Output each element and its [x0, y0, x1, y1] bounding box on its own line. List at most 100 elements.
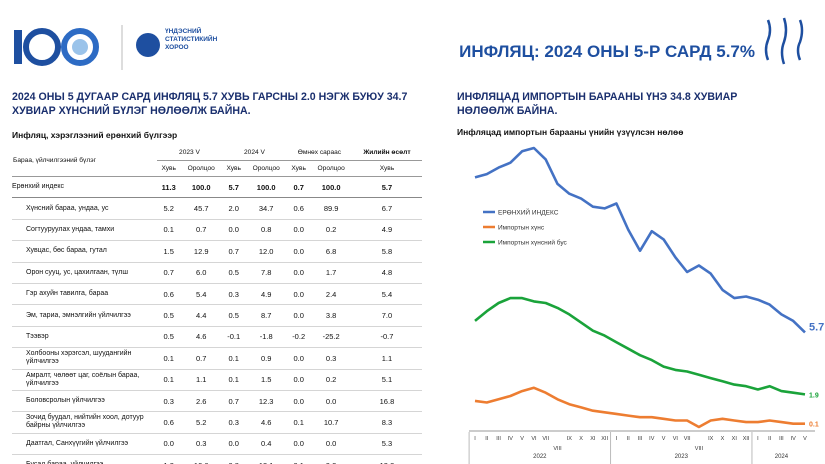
legend-label: ЕРӨНХИЙ ИНДЕКС: [498, 208, 559, 217]
table-row: Даатгал, Санхүүгийн үйлчилгээ 0.0 0.3 0.0 0.…: [12, 433, 422, 456]
row-label: Согтууруулах ундаа, тамхи: [12, 219, 157, 242]
cell: 1.1: [351, 347, 422, 370]
table-row: Тээвэр 0.5 4.6 -0.1 -1.8 -0.2 -25.2 -0.7: [12, 326, 422, 349]
table-row: Гэр ахуйн тавилга, бараа 0.6 5.4 0.3 4.9 0.0 2…: [12, 283, 422, 306]
year-label: 2024: [775, 454, 789, 460]
group-header: Бараа, үйлчилгээний бүлэг: [12, 145, 157, 177]
end-label: 0.1: [809, 422, 819, 429]
cell: 9.2: [310, 454, 352, 464]
legend-label: Импортын хүнс: [498, 225, 545, 232]
cell: 5.4: [180, 283, 222, 306]
x-tick-label: VII: [542, 436, 549, 442]
cell: 4.8: [351, 262, 422, 284]
cell: 1.2: [157, 454, 181, 464]
end-label: 1.9: [809, 392, 819, 399]
year-label: 2022: [533, 454, 547, 460]
sub-header: Оролцоо: [180, 160, 222, 177]
left-heading: 2024 ОНЫ 5 ДУГААР САРД ИНФЛЯЦ 5.7 ХУВЬ Г…: [12, 91, 408, 117]
period-header: 2024 V: [221, 145, 287, 161]
cell: 10.7: [310, 411, 352, 434]
row-label: Холбооны хэрэгсэл, шуудангийн үйлчилгээ: [12, 347, 157, 370]
x-tick-label: I: [474, 436, 476, 442]
cell: 0.0: [286, 390, 311, 413]
cell: -0.1: [221, 326, 246, 349]
x-tick-label: II: [627, 436, 631, 442]
cell: 12.3: [245, 390, 287, 413]
cell: 2.4: [310, 283, 352, 306]
cell: 0.0: [157, 433, 181, 456]
cell: 6.8: [310, 240, 352, 263]
cell: 0.6: [286, 197, 311, 220]
cell: 0.3: [157, 390, 181, 413]
cell: 0.0: [221, 433, 246, 456]
x-tick-label: VI: [673, 436, 679, 442]
table-row: Амралт, чөлөөт цаг, соёлын бараа, үйлчил…: [12, 369, 422, 391]
row-label: Хувцас, бөс бараа, гутал: [12, 240, 157, 263]
x-tick-label: VIII: [553, 446, 562, 452]
cell: 0.1: [221, 347, 246, 370]
header-graphics: [14, 17, 804, 70]
row-label: Амралт, чөлөөт цаг, соёлын бараа, үйлчил…: [12, 369, 157, 391]
table-row: Холбооны хэрэгсэл, шуудангийн үйлчилгээ 0…: [12, 347, 422, 370]
cell: 4.9: [245, 283, 287, 306]
x-tick-label: XII: [743, 436, 750, 442]
end-label: 5.7: [809, 321, 824, 333]
cell: 2.0: [221, 197, 246, 220]
cell: 6.0: [180, 262, 222, 284]
cell: 0.3: [221, 283, 246, 306]
sub-header: Хувь: [286, 160, 311, 177]
table-row: Хүнсний бараа, ундаа, ус 5.2 45.7 2.0 34.7 0.…: [12, 197, 422, 220]
period-header: Жилийн өсөлт: [351, 145, 422, 161]
cell: 0.6: [157, 411, 181, 434]
cell: 5.2: [180, 411, 222, 434]
series-line: [474, 386, 805, 429]
cell: 12.3: [351, 454, 422, 464]
x-tick-label: I: [616, 436, 618, 442]
cell: 8.3: [351, 411, 422, 434]
cell: 1.5: [245, 369, 287, 391]
x-tick-label: VI: [531, 436, 537, 442]
table-title: Инфляц, хэрэглээний ерөнхий бүлгээр: [12, 130, 178, 140]
cell: 0.1: [286, 454, 311, 464]
cell: 0.9: [245, 347, 287, 370]
x-tick-label: IV: [508, 436, 514, 442]
cell: 12.0: [245, 240, 287, 263]
row-label: Гэр ахуйн тавилга, бараа: [12, 283, 157, 306]
sub-header: Хувь: [221, 160, 246, 177]
cell: -25.2: [310, 326, 352, 349]
cell: 10.6: [180, 454, 222, 464]
cell: 0.0: [286, 219, 311, 242]
cell: 45.7: [180, 197, 222, 220]
logo-dot: [72, 39, 88, 55]
x-tick-label: III: [496, 436, 501, 442]
header-row: Хувь Оролцоо Хувь Оролцоо Хувь Оролцоо Хувь: [12, 160, 422, 177]
sub-header: Хувь: [157, 160, 181, 177]
row-label: Зочид буудал, нийтийн хоол, дотуур байрн…: [12, 411, 157, 434]
x-tick-label: V: [520, 436, 524, 442]
series-line: [474, 146, 806, 334]
cell: 0.7: [221, 240, 246, 263]
cell: 13.1: [245, 454, 287, 464]
header-row: Бараа, үйлчилгээний бүлэг 2023 V 2024 V Өмн…: [12, 145, 422, 177]
cell: 0.3: [221, 411, 246, 434]
cell: 4.6: [245, 411, 287, 434]
cell: 0.0: [286, 283, 311, 306]
cell: 0.0: [310, 390, 352, 413]
org-line: СТАТИСТИКИЙН: [165, 36, 218, 43]
cell: 0.0: [286, 369, 311, 391]
cell: -0.2: [286, 326, 311, 349]
legend-label: Импортын хүнсний бус: [498, 239, 568, 247]
cell: 0.0: [286, 240, 311, 263]
x-tick-label: I: [757, 436, 759, 442]
table-row: Бусад бараа, үйлчилгээ1.210.60.813.10.19…: [12, 454, 422, 464]
logo-bar: [14, 30, 22, 64]
inflation-table: Бараа, үйлчилгээний бүлэг 2023 V 2024 V Өмн…: [12, 145, 422, 464]
sub-header: Оролцоо: [310, 160, 352, 177]
x-tick-label: IX: [567, 436, 573, 442]
cell: 5.1: [351, 369, 422, 391]
cell: 0.0: [286, 347, 311, 370]
cell: 7.0: [351, 304, 422, 327]
cell: 34.7: [245, 197, 287, 220]
x-tick-label: VIII: [695, 446, 704, 452]
